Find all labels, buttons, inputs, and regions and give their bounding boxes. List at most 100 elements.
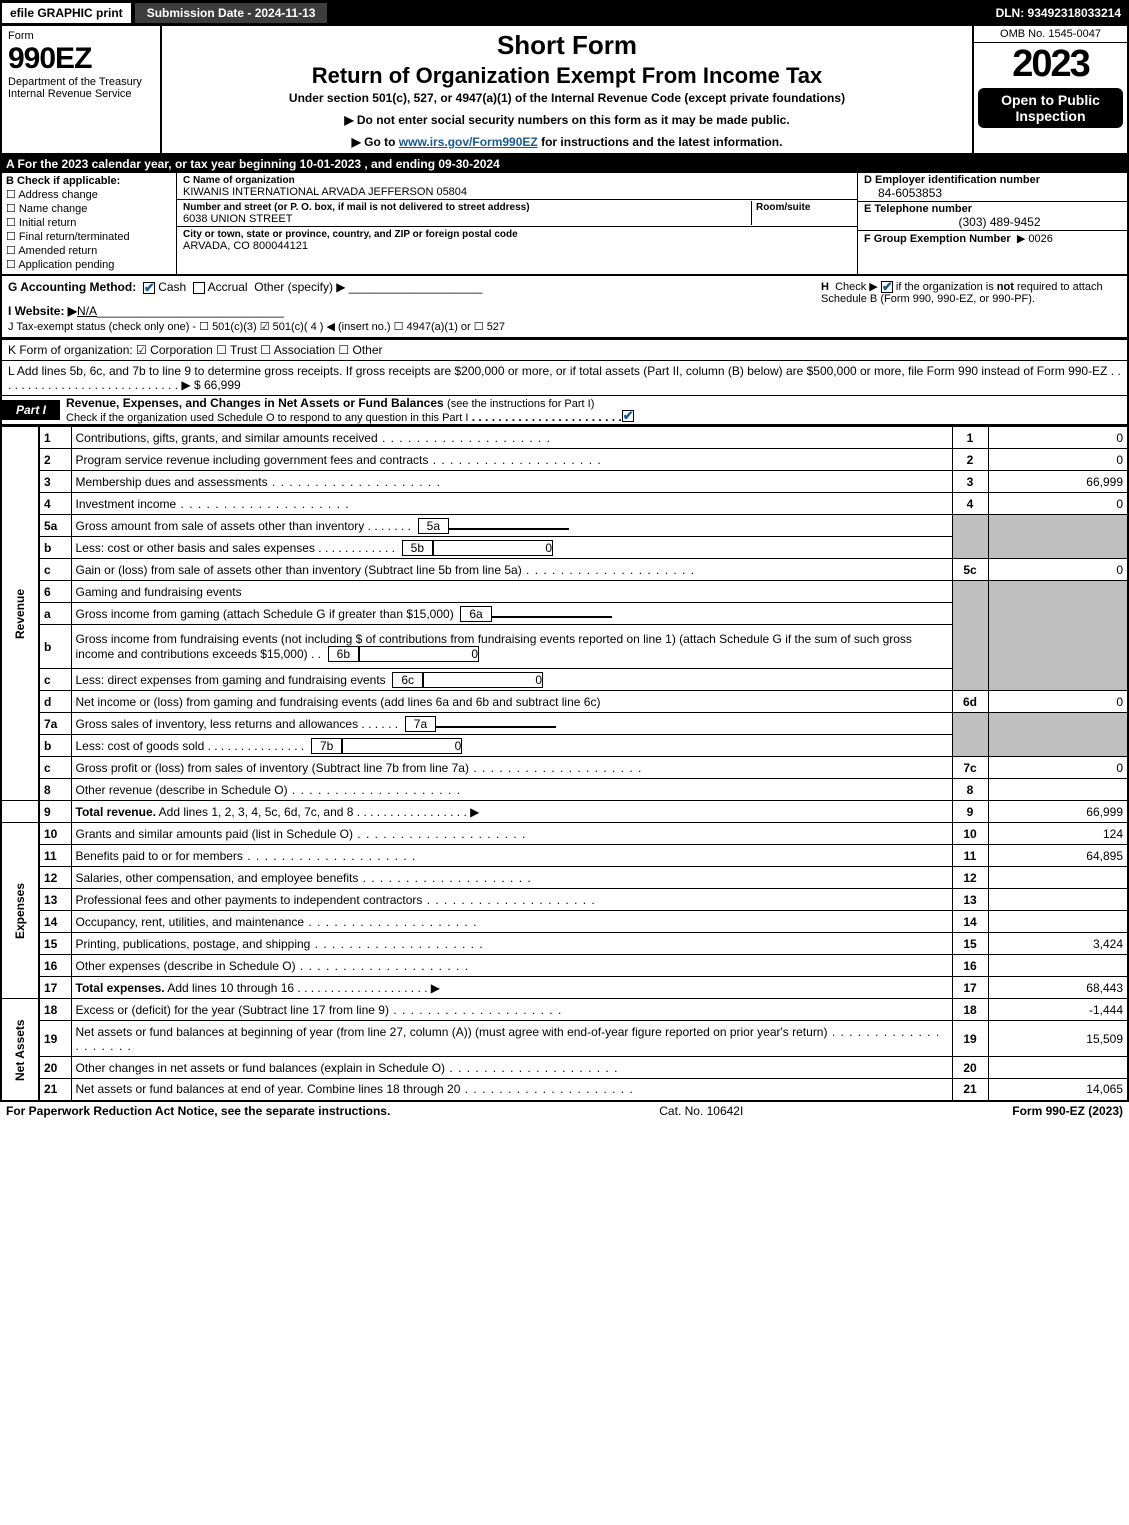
line-5a-desc: Gross amount from sale of assets other t… (71, 515, 952, 537)
ein-value: 84-6053853 (864, 186, 1121, 200)
line-15-desc: Printing, publications, postage, and shi… (71, 933, 952, 955)
section-def: D Employer identification number 84-6053… (857, 173, 1127, 274)
line-15-amt: 3,424 (988, 933, 1128, 955)
phone-value: (303) 489-9452 (864, 215, 1121, 229)
street-label: Number and street (or P. O. box, if mail… (183, 202, 530, 213)
line-21-desc: Net assets or fund balances at end of ye… (71, 1079, 952, 1101)
street-row: Number and street (or P. O. box, if mail… (177, 200, 857, 227)
arrow-icon: ▶ (1017, 233, 1025, 245)
omb-number: OMB No. 1545-0047 (974, 26, 1127, 43)
section-b: B Check if applicable: ☐ Address change … (2, 173, 177, 274)
line-20-amt (988, 1057, 1128, 1079)
line-6-desc: Gaming and fundraising events (71, 581, 952, 603)
line-3-amt: 66,999 (988, 471, 1128, 493)
line-21-amt: 14,065 (988, 1079, 1128, 1101)
line-11-amt: 64,895 (988, 845, 1128, 867)
line-2-desc: Program service revenue including govern… (71, 449, 952, 471)
line-10-desc: Grants and similar amounts paid (list in… (71, 823, 952, 845)
chk-schedule-o[interactable] (622, 410, 634, 422)
line-7a-desc: Gross sales of inventory, less returns a… (71, 713, 952, 735)
line-13-desc: Professional fees and other payments to … (71, 889, 952, 911)
header-right: OMB No. 1545-0047 2023 Open to Public In… (972, 26, 1127, 153)
line-6d-desc: Net income or (loss) from gaming and fun… (71, 691, 952, 713)
room-label: Room/suite (756, 202, 810, 213)
line-19-amt: 15,509 (988, 1021, 1128, 1057)
top-bar: efile GRAPHIC print Submission Date - 20… (0, 0, 1129, 26)
footer-mid: Cat. No. 10642I (659, 1104, 743, 1118)
ssn-note: ▶ Do not enter social security numbers o… (170, 113, 964, 127)
line-1-desc: Contributions, gifts, grants, and simila… (71, 427, 952, 449)
header-mid: Short Form Return of Organization Exempt… (162, 26, 972, 153)
line-12-amt (988, 867, 1128, 889)
section-c: C Name of organization KIWANIS INTERNATI… (177, 173, 857, 274)
group-label: F Group Exemption Number (864, 233, 1011, 245)
line-16-amt (988, 955, 1128, 977)
line-8-amt (988, 779, 1128, 801)
chk-sched-b[interactable] (881, 281, 893, 293)
line-16-desc: Other expenses (describe in Schedule O) (71, 955, 952, 977)
short-form-title: Short Form (170, 30, 964, 61)
line-10-amt: 124 (988, 823, 1128, 845)
chk-cash[interactable] (143, 282, 155, 294)
line-6a-desc: Gross income from gaming (attach Schedul… (71, 603, 952, 625)
dln-label: DLN: 93492318033214 (996, 6, 1129, 20)
line-20-desc: Other changes in net assets or fund bala… (71, 1057, 952, 1079)
line-7c-desc: Gross profit or (loss) from sales of inv… (71, 757, 952, 779)
org-name-row: C Name of organization KIWANIS INTERNATI… (177, 173, 857, 200)
line-14-desc: Occupancy, rent, utilities, and maintena… (71, 911, 952, 933)
under-section: Under section 501(c), 527, or 4947(a)(1)… (170, 91, 964, 105)
line-7b-desc: Less: cost of goods sold . . . . . . . .… (71, 735, 952, 757)
b-label: B Check if applicable: (6, 175, 120, 187)
line-9-desc: Total revenue. Add lines 1, 2, 3, 4, 5c,… (71, 801, 952, 823)
irs-link[interactable]: www.irs.gov/Form990EZ (399, 135, 538, 149)
line-3-desc: Membership dues and assessments (71, 471, 952, 493)
e-phone: E Telephone number (303) 489-9452 (858, 202, 1127, 231)
line-5b-desc: Less: cost or other basis and sales expe… (71, 537, 952, 559)
chk-accrual[interactable] (193, 282, 205, 294)
org-name: KIWANIS INTERNATIONAL ARVADA JEFFERSON 0… (183, 186, 467, 198)
line-9-amt: 66,999 (988, 801, 1128, 823)
chk-pending[interactable]: ☐ Application pending (6, 258, 172, 271)
open-inspection-badge: Open to Public Inspection (978, 88, 1123, 128)
submission-date: Submission Date - 2024-11-13 (133, 1, 330, 25)
chk-final[interactable]: ☐ Final return/terminated (6, 230, 172, 243)
h-schedule-b: H Check ▶ if the organization is not req… (821, 280, 1121, 333)
form-label: Form (8, 30, 154, 42)
gross-receipts-value: 66,999 (204, 378, 241, 392)
main-title: Return of Organization Exempt From Incom… (170, 63, 964, 89)
line-4-desc: Investment income (71, 493, 952, 515)
line-8-desc: Other revenue (describe in Schedule O) (71, 779, 952, 801)
line-7c-amt: 0 (988, 757, 1128, 779)
street-value: 6038 UNION STREET (183, 213, 292, 225)
line-19-desc: Net assets or fund balances at beginning… (71, 1021, 952, 1057)
line-2-amt: 0 (988, 449, 1128, 471)
c-name-label: C Name of organization (183, 175, 295, 186)
tax-year: 2023 (974, 43, 1127, 86)
line-17-desc: Total expenses. Add lines 10 through 16 … (71, 977, 952, 999)
part1-table: Revenue 1Contributions, gifts, grants, a… (0, 426, 1129, 1102)
line-18-desc: Excess or (deficit) for the year (Subtra… (71, 999, 952, 1021)
footer-right: Form 990-EZ (2023) (1012, 1104, 1123, 1118)
group-value: 0026 (1028, 233, 1052, 245)
chk-amended[interactable]: ☐ Amended return (6, 244, 172, 257)
city-row: City or town, state or province, country… (177, 227, 857, 253)
line-5c-amt: 0 (988, 559, 1128, 581)
ein-label: D Employer identification number (864, 174, 1040, 186)
chk-initial[interactable]: ☐ Initial return (6, 216, 172, 229)
header-left: Form 990EZ Department of the Treasury In… (2, 26, 162, 153)
chk-name[interactable]: ☐ Name change (6, 202, 172, 215)
line-17-amt: 68,443 (988, 977, 1128, 999)
expenses-label: Expenses (1, 823, 39, 999)
efile-label[interactable]: efile GRAPHIC print (0, 1, 133, 25)
line-6b-desc: Gross income from fundraising events (no… (71, 625, 952, 669)
dept-label: Department of the Treasury Internal Reve… (8, 76, 154, 100)
line-13-amt (988, 889, 1128, 911)
city-value: ARVADA, CO 800044121 (183, 240, 308, 252)
netassets-label: Net Assets (1, 999, 39, 1101)
chk-address[interactable]: ☐ Address change (6, 188, 172, 201)
website-value: N/A (77, 304, 97, 318)
line-1-amt: 0 (988, 427, 1128, 449)
form-number: 990EZ (8, 42, 154, 76)
footer-left: For Paperwork Reduction Act Notice, see … (6, 1104, 390, 1118)
line-11-desc: Benefits paid to or for members (71, 845, 952, 867)
